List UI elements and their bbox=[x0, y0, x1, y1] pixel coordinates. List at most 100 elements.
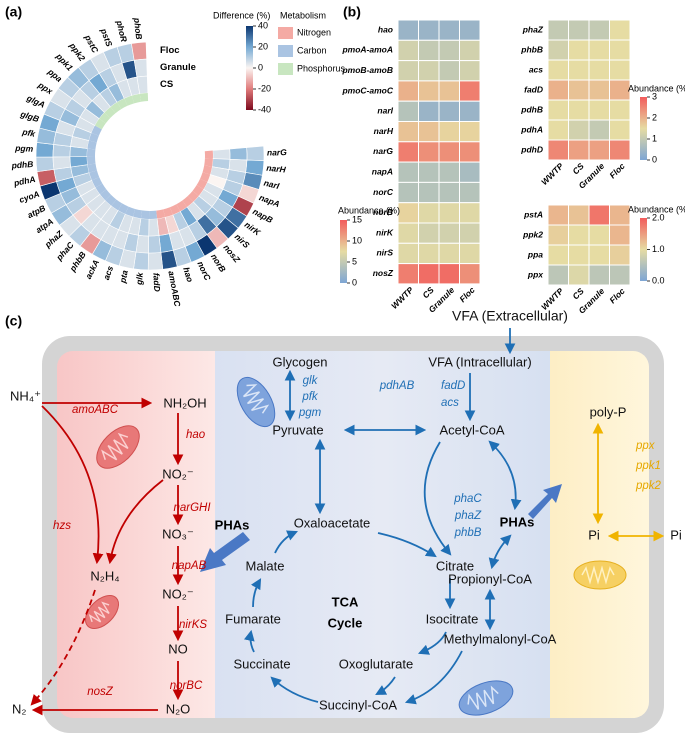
gene-label: narG bbox=[267, 147, 287, 157]
colorbar-tick-label: 3 bbox=[652, 91, 657, 101]
gene: pfk bbox=[301, 391, 319, 403]
colorbar-tick-label: 2 bbox=[652, 112, 657, 122]
gene-label: pdhA bbox=[12, 174, 36, 188]
heatmap-cell bbox=[588, 19, 610, 41]
colorbar bbox=[340, 220, 347, 283]
row-label: phaZ bbox=[522, 24, 544, 34]
cycle-label: Cycle bbox=[328, 615, 363, 630]
heatmap-cell bbox=[459, 242, 481, 265]
compound: Fumarate bbox=[225, 611, 281, 626]
metabolism-cell bbox=[94, 118, 106, 130]
heatmap-cell bbox=[609, 204, 631, 226]
gene-label: fadD bbox=[151, 273, 162, 292]
compound: Methylmalonyl-CoA bbox=[444, 631, 557, 646]
arrow bbox=[30, 589, 96, 706]
colorbar-tick-label: 0 bbox=[258, 62, 263, 72]
metabolism-cell bbox=[182, 195, 194, 207]
nitrogen-arrows bbox=[30, 397, 184, 716]
ring-label: Floc bbox=[160, 45, 180, 56]
heatmap-cell bbox=[418, 202, 440, 224]
compound: Pi bbox=[588, 527, 600, 542]
heatmap-cell bbox=[397, 19, 419, 41]
heatmap-cell bbox=[212, 148, 231, 160]
gene-label: glgA bbox=[24, 92, 46, 110]
gene-label: pgm bbox=[14, 143, 34, 154]
ring-label: Granule bbox=[160, 62, 196, 73]
heatmap-cell bbox=[568, 99, 590, 121]
colorbar bbox=[640, 218, 647, 281]
metabolism-cell bbox=[111, 199, 123, 211]
nitrogen-species: NO₃⁻ bbox=[162, 526, 194, 541]
heatmap-cell bbox=[568, 224, 590, 246]
compound: Pyruvate bbox=[272, 422, 323, 437]
heatmap-cell bbox=[147, 252, 164, 271]
metabolism-cell bbox=[91, 125, 102, 136]
compound: Pi bbox=[670, 527, 682, 542]
heatmap-cell bbox=[609, 79, 631, 101]
metabolism-cell bbox=[163, 207, 173, 218]
colorbar bbox=[246, 26, 253, 110]
nitrogen-species: N₂O bbox=[166, 701, 191, 716]
heatmap-cell bbox=[459, 80, 481, 102]
heatmap-cell bbox=[547, 204, 569, 226]
heatmap-cell bbox=[52, 156, 72, 170]
row-label: acs bbox=[529, 64, 543, 74]
colorbar-tick-label: 2.0 bbox=[652, 212, 665, 222]
compound: VFA (Extracellular) bbox=[452, 308, 568, 324]
heatmap-cell bbox=[568, 119, 590, 141]
gene-label: phoB bbox=[132, 16, 144, 40]
mitochondrion bbox=[458, 680, 514, 716]
heatmap-cell bbox=[568, 264, 590, 286]
heatmap-cell bbox=[547, 264, 569, 286]
heatmap-cell bbox=[418, 60, 440, 82]
heatmap-cell bbox=[547, 99, 569, 121]
gene-label: hao bbox=[181, 266, 195, 283]
metabolism-cell bbox=[86, 148, 96, 157]
row-label: pdhB bbox=[520, 104, 543, 114]
nitrogen-species: N₂H₄ bbox=[90, 568, 119, 583]
gene: glk bbox=[303, 375, 319, 387]
heatmap-cell bbox=[609, 39, 631, 61]
metabolism-cell bbox=[187, 190, 199, 202]
colorbar-tick-label: 15 bbox=[352, 214, 362, 224]
colorbar-tick-label: 20 bbox=[258, 41, 268, 51]
nitrogen-species: NO₂⁻ bbox=[162, 586, 193, 601]
legend-label: Carbon bbox=[297, 45, 327, 55]
metabolism-cell bbox=[176, 200, 188, 212]
heatmap-cell bbox=[459, 263, 481, 285]
heatmap-cell bbox=[438, 181, 460, 204]
gene: napAB bbox=[172, 560, 207, 572]
heatmap-cell bbox=[588, 39, 610, 61]
gene-label: napB bbox=[251, 206, 274, 225]
gene: fadD bbox=[441, 380, 465, 392]
arrow bbox=[404, 650, 463, 705]
row-label: ppa bbox=[527, 249, 543, 259]
row-label: pstA bbox=[523, 209, 543, 219]
heatmap-cell bbox=[609, 99, 631, 121]
metabolism-cell bbox=[118, 203, 129, 214]
gene: nirKS bbox=[179, 619, 207, 631]
gene: phbB bbox=[454, 527, 482, 539]
flux-arrow bbox=[528, 484, 562, 519]
metabolism-cell bbox=[196, 178, 208, 190]
heatmap-cell bbox=[568, 19, 590, 41]
gene: phaZ bbox=[454, 510, 482, 522]
arrow bbox=[417, 631, 447, 655]
heatmap-cell bbox=[568, 139, 590, 161]
heatmap-cell bbox=[459, 121, 481, 143]
compound: poly-P bbox=[590, 404, 627, 419]
heatmap-cell bbox=[438, 100, 460, 122]
heatmap-cell bbox=[459, 141, 481, 163]
heatmap-cell bbox=[568, 59, 590, 81]
gene-label: narI bbox=[263, 178, 281, 191]
metabolism-cell bbox=[148, 210, 158, 220]
heatmap-cell bbox=[568, 79, 590, 101]
metabolism-cell bbox=[202, 165, 213, 175]
heatmap-cell bbox=[438, 263, 460, 285]
column-label: CS bbox=[420, 285, 436, 301]
row-label: pmoA-amoA bbox=[341, 45, 393, 55]
metabolism-cell bbox=[104, 106, 116, 118]
colorbar-tick-label: -40 bbox=[258, 104, 271, 114]
row-label: narH bbox=[374, 126, 394, 136]
heatmap-cell bbox=[397, 100, 419, 122]
